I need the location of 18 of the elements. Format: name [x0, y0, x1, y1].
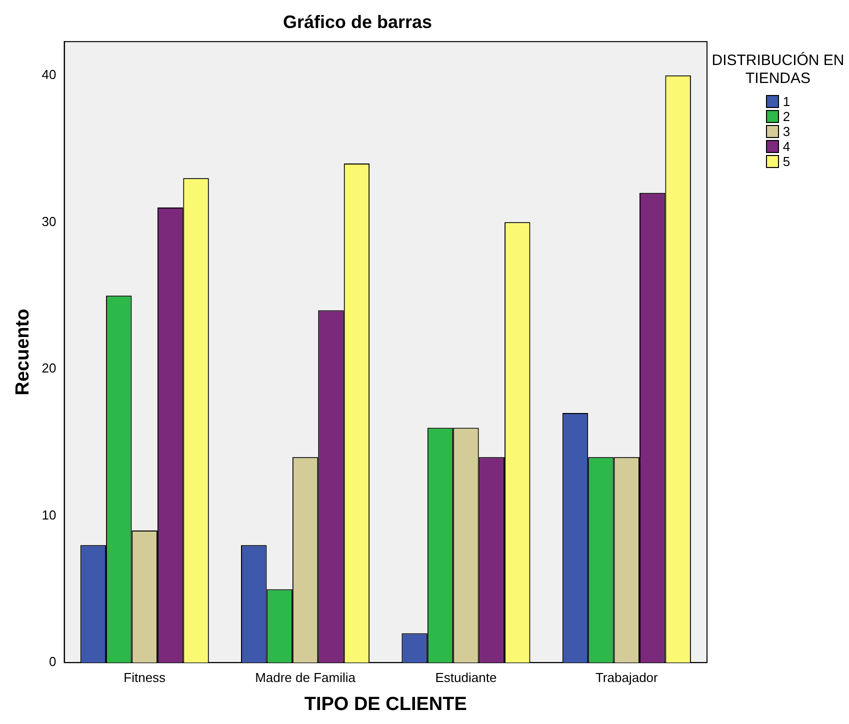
x-tick-label: Trabajador [595, 670, 659, 685]
y-tick-label: 20 [42, 360, 56, 376]
y-tick-label: 30 [42, 214, 56, 229]
legend-label: 4 [782, 139, 790, 154]
legend-label: 1 [782, 94, 790, 109]
y-tick-label: 40 [42, 66, 56, 82]
legend-label: 5 [782, 154, 790, 169]
x-axis-title: TIPO DE CLIENTE [304, 694, 467, 715]
x-tick-label: Estudiante [435, 670, 497, 685]
y-tick-label: 0 [49, 654, 56, 670]
y-tick-label: 10 [42, 507, 56, 522]
legend-label: 2 [782, 109, 790, 124]
x-tick-label: Madre de Familia [255, 670, 356, 685]
legend-title: DISTRIBUCIÓN EN TIENDAS [710, 52, 846, 88]
chart-title: Gráfico de barras [282, 12, 432, 32]
x-tick-label: Fitness [124, 670, 166, 685]
legend-label: 3 [782, 124, 790, 139]
y-axis-title: Recuento [12, 308, 34, 396]
